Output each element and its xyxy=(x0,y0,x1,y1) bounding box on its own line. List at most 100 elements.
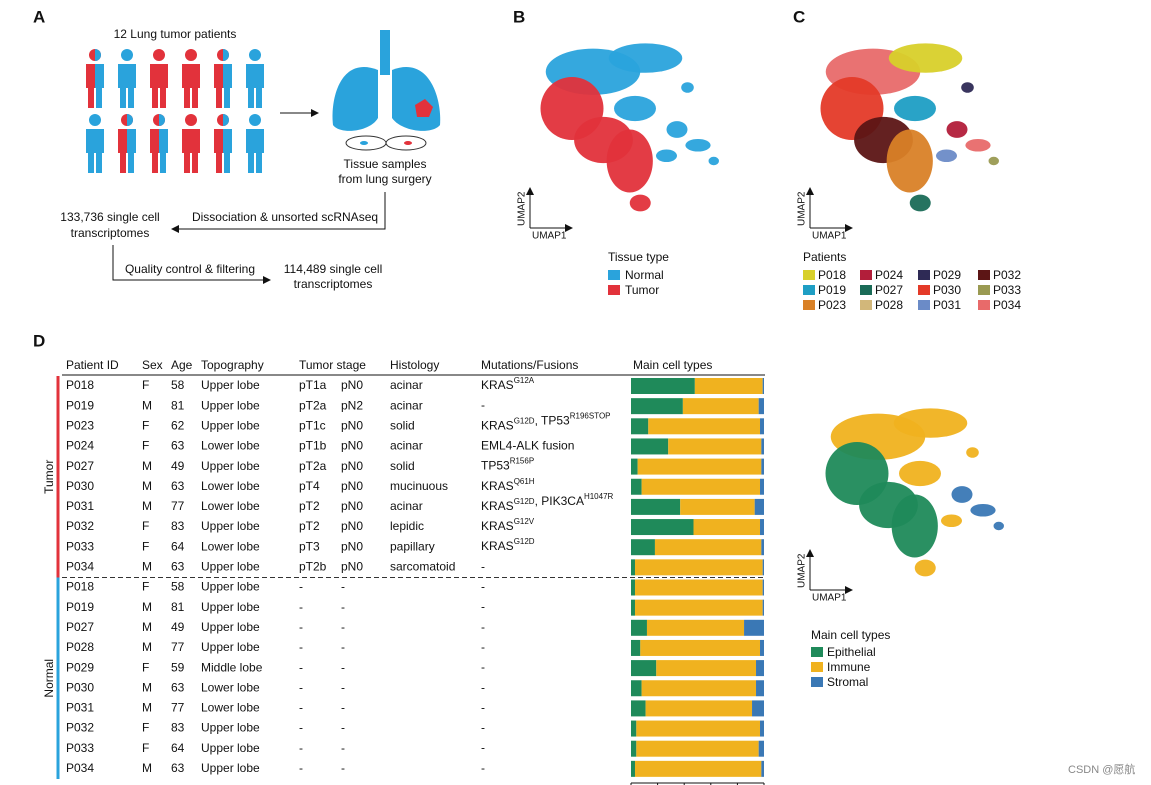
mutation-variant: Q61H xyxy=(514,477,535,486)
table-cell: mucinuous xyxy=(390,479,448,493)
axis-label: UMAP1 xyxy=(812,231,847,242)
umap-cluster xyxy=(993,521,1004,531)
column-header: Sex xyxy=(142,358,163,372)
table-cell: pN0 xyxy=(341,539,363,553)
body xyxy=(86,129,95,153)
cell-type-segment xyxy=(634,599,763,616)
cell-type-segment xyxy=(656,660,757,677)
table-cell: KRASG12A xyxy=(481,376,535,392)
leg xyxy=(256,153,262,173)
table-cell: Upper lobe xyxy=(201,398,260,412)
legend-label: P023 xyxy=(818,298,846,312)
cell-type-segment xyxy=(756,680,764,697)
table-cell: Upper lobe xyxy=(201,640,260,654)
leg xyxy=(256,88,262,108)
leg xyxy=(160,88,166,108)
umap-cluster xyxy=(891,494,938,558)
body xyxy=(191,64,200,88)
table-cell: M xyxy=(142,701,152,715)
tissue-label: from lung surgery xyxy=(338,172,431,186)
umap-cluster xyxy=(894,95,936,122)
table-cell: 63 xyxy=(171,479,185,493)
table-cell: 49 xyxy=(171,459,185,473)
watermark: CSDN @愿航 xyxy=(1068,762,1135,776)
leg xyxy=(216,153,222,173)
legend-label: P033 xyxy=(993,283,1021,297)
tissue-label: Tissue samples xyxy=(344,157,427,171)
mutation-variant: H1047R xyxy=(584,492,614,501)
table-cell: pT4 xyxy=(299,479,320,493)
body xyxy=(118,64,127,88)
table-cell: F xyxy=(142,418,149,432)
leg xyxy=(152,153,158,173)
panel-label: C xyxy=(793,7,805,26)
body xyxy=(95,64,104,88)
table-cell: P024 xyxy=(66,439,94,453)
umap-cluster xyxy=(899,460,941,487)
patient-icon xyxy=(182,49,200,108)
table-cell: Lower lobe xyxy=(201,680,260,694)
cell-type-segment xyxy=(760,519,764,536)
arrow xyxy=(171,192,386,233)
patient-icon xyxy=(118,114,136,173)
cell-type-segment xyxy=(680,498,755,515)
umap-cluster xyxy=(685,138,711,152)
cell-type-segment xyxy=(694,378,763,394)
cell-type-segment xyxy=(631,720,637,737)
mutation-variant: G12V xyxy=(514,517,535,526)
table-cell: - xyxy=(341,741,345,755)
mutation-gene: TP53 xyxy=(481,459,510,473)
table-cell: pN0 xyxy=(341,499,363,513)
cell-type-segment xyxy=(760,720,764,737)
mutation-variant: G12D xyxy=(514,497,535,506)
table-cell: - xyxy=(481,398,485,412)
table-cell: Lower lobe xyxy=(201,701,260,715)
mutation-gene: - xyxy=(481,580,485,594)
table-cell: lepidic xyxy=(390,519,424,533)
leg xyxy=(192,153,198,173)
table-cell: pT2a xyxy=(299,459,327,473)
table-cell: M xyxy=(142,560,152,574)
legend-label: P024 xyxy=(875,268,903,282)
leg xyxy=(128,88,134,108)
group-label: Tumor xyxy=(42,460,56,494)
cell-type-segment xyxy=(631,378,695,394)
legend-swatch xyxy=(978,300,990,310)
table-cell: acinar xyxy=(390,499,423,513)
body xyxy=(246,64,255,88)
table-cell: pT1a xyxy=(299,378,327,392)
mutation-gene: - xyxy=(481,620,485,634)
legend-swatch xyxy=(918,300,930,310)
mutation-gene: KRAS xyxy=(481,479,514,493)
mutation-gene: - xyxy=(481,741,485,755)
cell-type-segment xyxy=(744,619,764,636)
head xyxy=(153,49,165,61)
table-cell: P031 xyxy=(66,499,94,513)
table-cell: pN0 xyxy=(341,439,363,453)
legend-label: Epithelial xyxy=(827,645,876,659)
table-cell: pT2b xyxy=(299,560,327,574)
table-cell: P033 xyxy=(66,539,94,553)
mutation-gene: , PIK3CA xyxy=(535,494,584,508)
leg xyxy=(248,153,254,173)
table-cell: - xyxy=(299,701,303,715)
cell-type-segment xyxy=(631,740,637,757)
mutation-gene: KRAS xyxy=(481,539,514,553)
table-cell: Upper lobe xyxy=(201,459,260,473)
cell-type-segment xyxy=(762,378,764,394)
cell-type-segment xyxy=(762,559,764,576)
cell-type-segment xyxy=(761,438,764,455)
body xyxy=(95,129,104,153)
table-cell: P030 xyxy=(66,479,94,493)
table-cell: 58 xyxy=(171,378,185,392)
umap-cluster xyxy=(961,82,974,93)
legend-swatch xyxy=(608,270,620,280)
legend-label: P019 xyxy=(818,283,846,297)
patient-icon xyxy=(246,114,264,173)
cell-type-segment xyxy=(762,579,764,596)
table-cell: Upper lobe xyxy=(201,418,260,432)
table-cell: Middle lobe xyxy=(201,660,263,674)
body xyxy=(150,64,159,88)
mutation-gene: - xyxy=(481,560,485,574)
legend-swatch xyxy=(608,285,620,295)
